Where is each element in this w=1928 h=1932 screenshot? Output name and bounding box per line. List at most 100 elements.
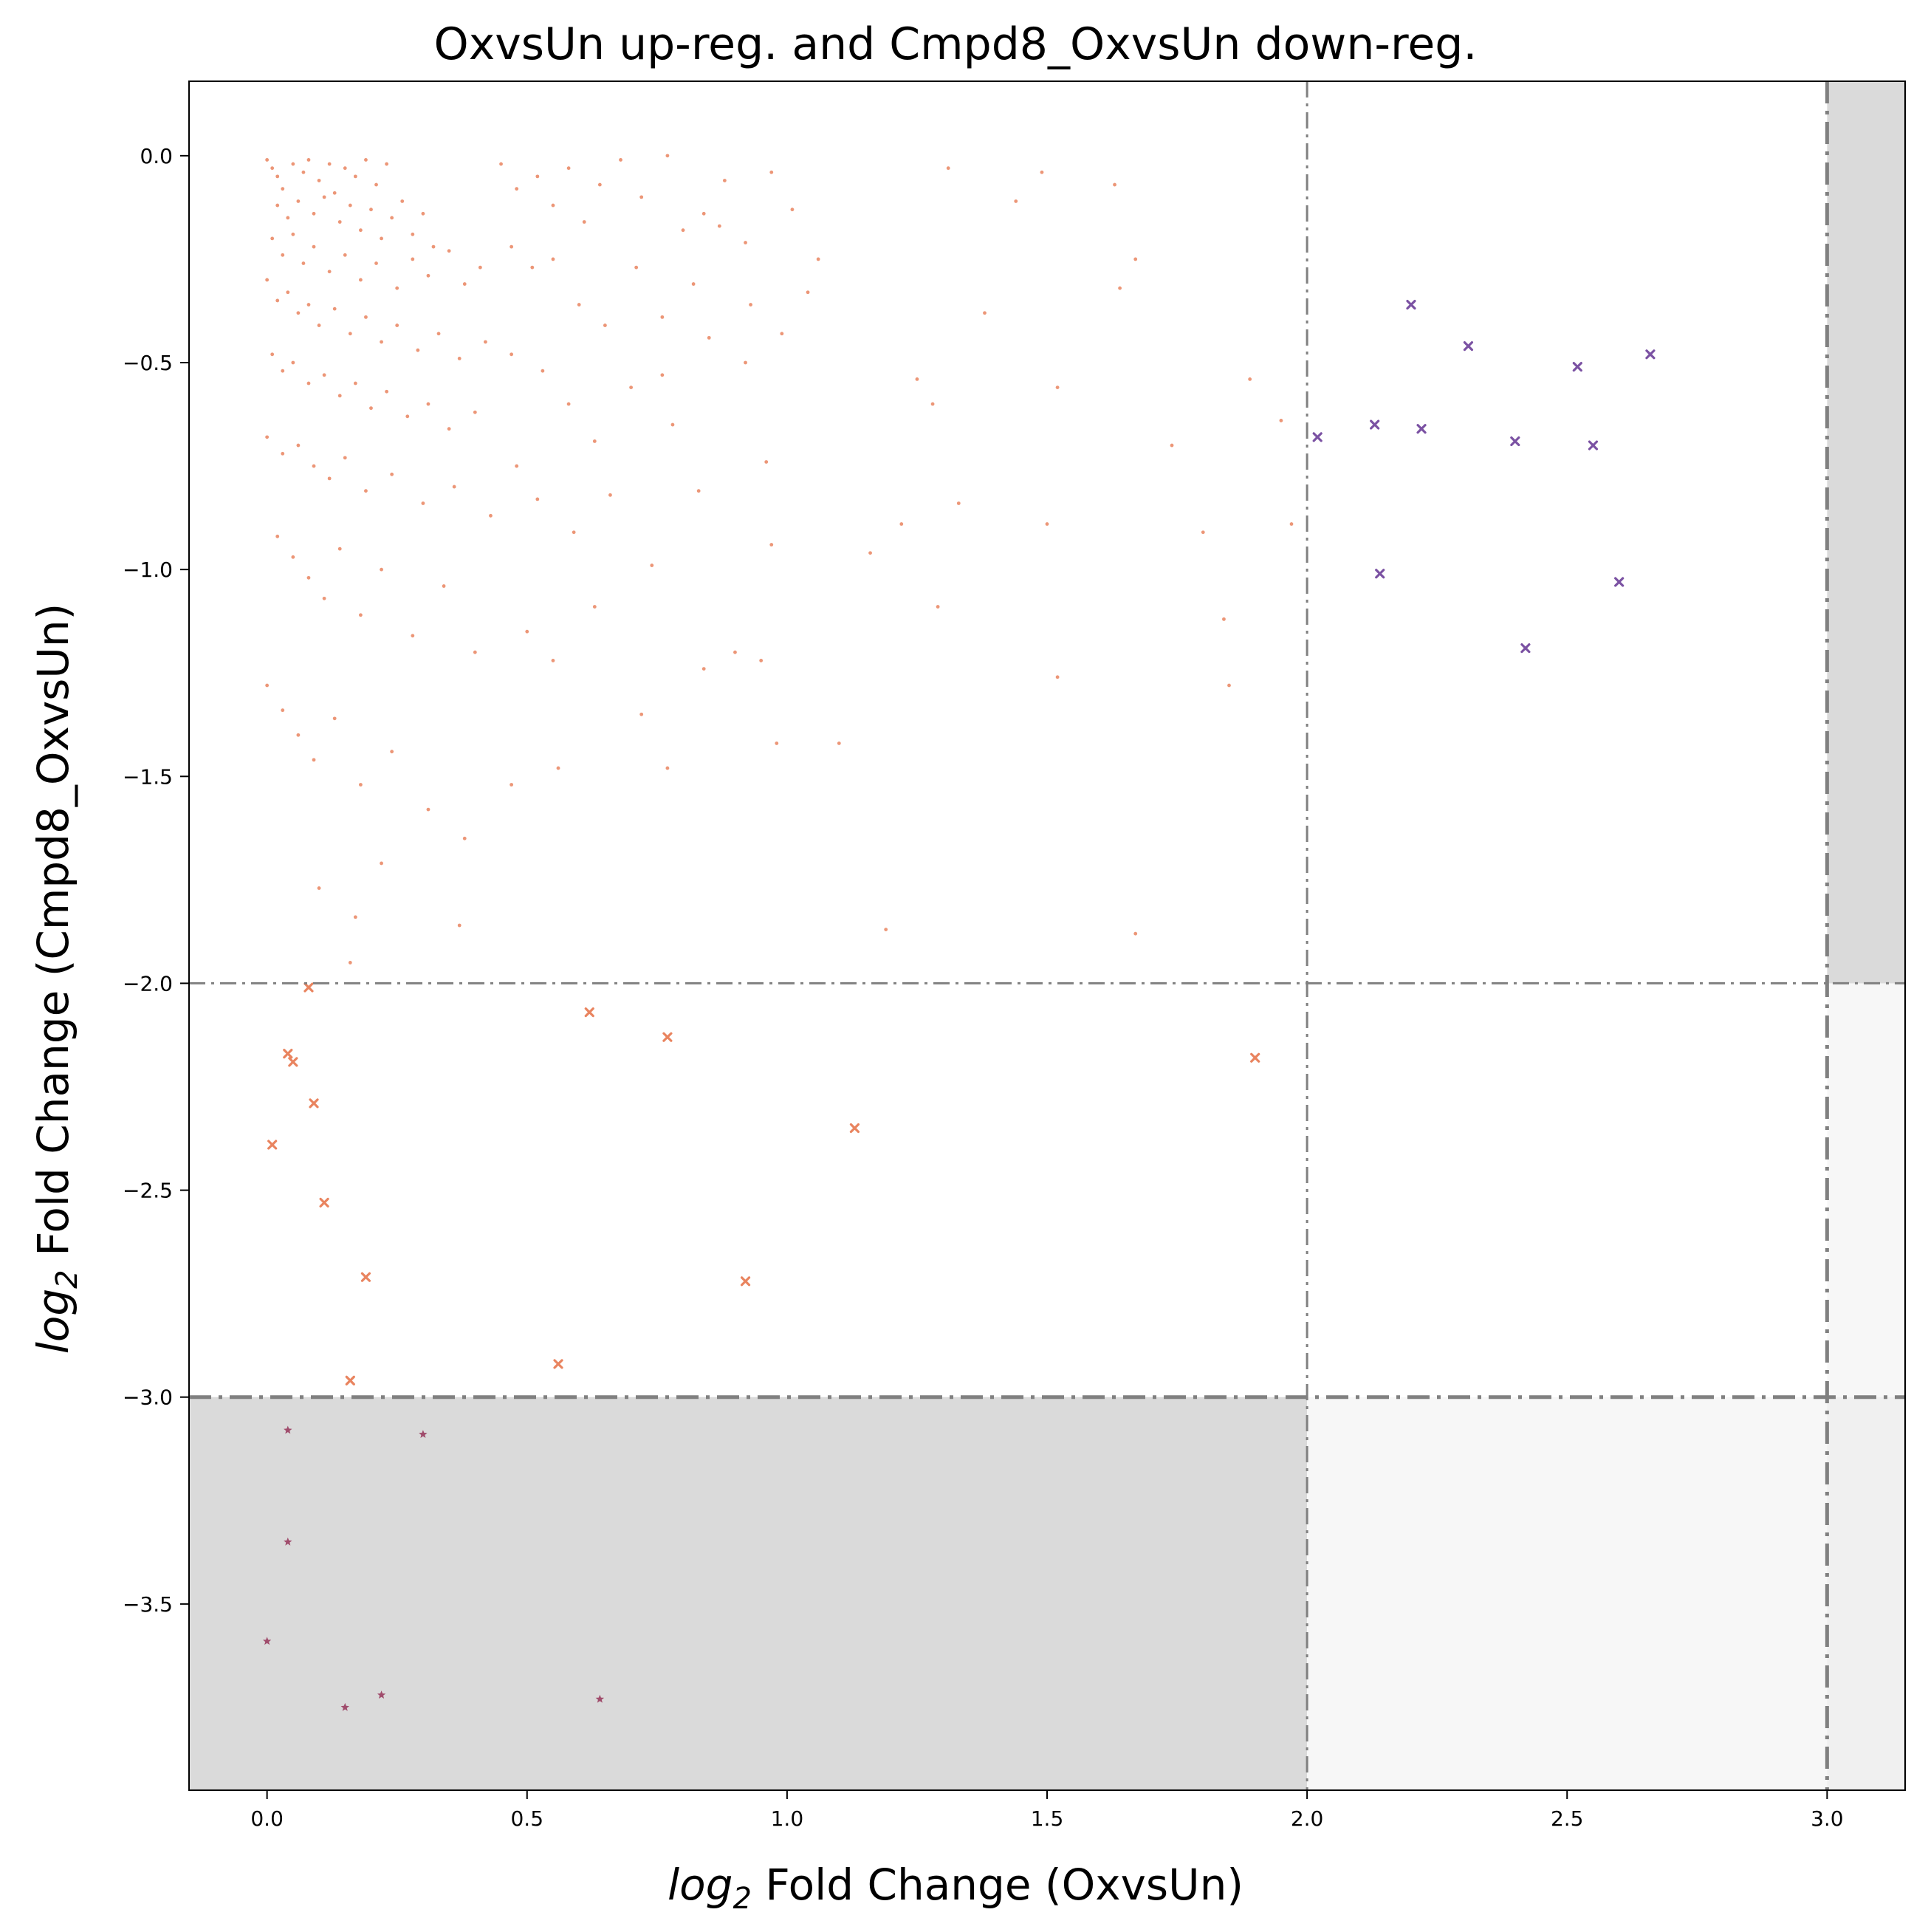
point-s0-135: [816, 257, 820, 261]
point-s2-6: [1510, 436, 1520, 447]
point-s0-102: [462, 836, 467, 840]
point-s0-42: [447, 249, 451, 253]
point-s0-34: [312, 244, 316, 249]
point-s3-2: [284, 1537, 292, 1546]
point-s0-103: [317, 886, 321, 890]
point-s0-24: [380, 236, 383, 241]
y-tick-label-2: −1.0: [123, 558, 173, 582]
point-s0-110: [535, 174, 540, 179]
point-s0-36: [343, 253, 347, 257]
point-s0-92: [442, 584, 446, 588]
point-s0-143: [670, 422, 675, 427]
point-s3-3: [262, 1637, 272, 1645]
point-s0-153: [769, 543, 774, 547]
point-s0-113: [582, 220, 586, 224]
point-s0-150: [608, 493, 612, 497]
point-s0-18: [312, 211, 316, 216]
point-s0-166: [868, 551, 872, 555]
point-s0-139: [566, 402, 571, 406]
point-s0-183: [1133, 931, 1138, 936]
point-s0-55: [395, 323, 399, 327]
point-s0-118: [681, 228, 685, 233]
x-tick-label-2: 1.0: [771, 1806, 804, 1831]
point-s0-131: [691, 282, 696, 286]
point-s0-38: [374, 261, 378, 265]
point-s0-75: [296, 443, 301, 448]
point-s0-162: [837, 741, 841, 745]
point-s0-81: [421, 501, 425, 505]
point-s0-136: [806, 290, 810, 295]
y-tick-label-1: −0.5: [123, 351, 173, 375]
point-s0-66: [353, 381, 357, 386]
point-s0-90: [380, 567, 383, 572]
point-s0-128: [603, 323, 607, 327]
point-s0-98: [332, 716, 337, 721]
point-s0-15: [275, 203, 280, 208]
point-s0-168: [899, 522, 904, 526]
point-s0-100: [390, 750, 394, 754]
point-s2-7: [1520, 643, 1531, 654]
point-s0-59: [484, 340, 487, 344]
point-s0-73: [265, 435, 270, 439]
point-s0-49: [306, 303, 311, 306]
y-axis-title-log: log: [28, 1289, 78, 1354]
y-tick-label-0: 0.0: [140, 144, 173, 168]
y-tick-label-6: −3.0: [123, 1385, 173, 1410]
point-s0-87: [322, 596, 326, 600]
y-tick-label-4: −2.0: [123, 971, 173, 996]
point-s0-119: [701, 211, 706, 216]
point-s0-120: [722, 179, 727, 182]
point-s2-10: [1614, 577, 1625, 587]
point-s0-187: [1227, 683, 1231, 688]
point-s0-117: [665, 154, 670, 158]
point-s0-190: [1289, 522, 1294, 526]
point-s0-77: [327, 476, 332, 481]
point-s0-161: [775, 741, 779, 745]
point-s0-178: [1055, 386, 1060, 390]
shaded-region-2: [1827, 983, 1905, 1397]
point-s0-40: [411, 257, 415, 261]
point-s3-1: [419, 1430, 428, 1438]
point-s0-37: [359, 278, 363, 282]
point-s0-33: [301, 261, 306, 265]
point-s0-126: [551, 257, 555, 261]
point-s1-9: [662, 1032, 673, 1042]
point-s0-64: [322, 373, 326, 377]
x-axis-title: log2 Fold Change (OxvsUn): [668, 1860, 1243, 1916]
point-s0-106: [348, 961, 352, 965]
point-s0-3: [281, 187, 285, 191]
point-s0-32: [291, 232, 295, 236]
point-s0-129: [634, 265, 639, 270]
point-s0-147: [515, 464, 519, 468]
point-s0-61: [281, 369, 285, 373]
point-s0-68: [385, 389, 389, 394]
x-tick-label-3: 1.5: [1031, 1806, 1064, 1831]
point-s0-20: [337, 220, 342, 224]
point-s0-137: [510, 352, 514, 357]
point-s0-171: [936, 605, 940, 609]
x-tick-label-4: 2.0: [1291, 1806, 1324, 1831]
point-s0-74: [281, 451, 285, 456]
point-s0-45: [265, 278, 270, 282]
point-s0-134: [780, 332, 784, 336]
point-s0-91: [411, 634, 415, 638]
point-s0-158: [701, 667, 706, 671]
point-s1-0: [303, 982, 314, 993]
point-s0-82: [452, 484, 456, 489]
point-s0-145: [744, 360, 747, 365]
point-s0-5: [301, 170, 306, 174]
y-axis-title: log2 Fold Change (Cmpd8_OxvsUn): [28, 603, 84, 1354]
point-s2-2: [1375, 569, 1385, 579]
point-s0-71: [447, 427, 451, 431]
point-s0-16: [286, 216, 290, 220]
point-s0-56: [416, 348, 420, 352]
point-s3-5: [377, 1690, 386, 1699]
point-s0-62: [291, 360, 295, 365]
point-s0-70: [426, 402, 430, 406]
point-s0-31: [281, 253, 285, 257]
point-s0-169: [915, 377, 919, 381]
point-s0-9: [332, 191, 337, 195]
point-s0-11: [353, 174, 357, 179]
point-s0-67: [369, 406, 373, 411]
point-s0-14: [385, 162, 389, 166]
